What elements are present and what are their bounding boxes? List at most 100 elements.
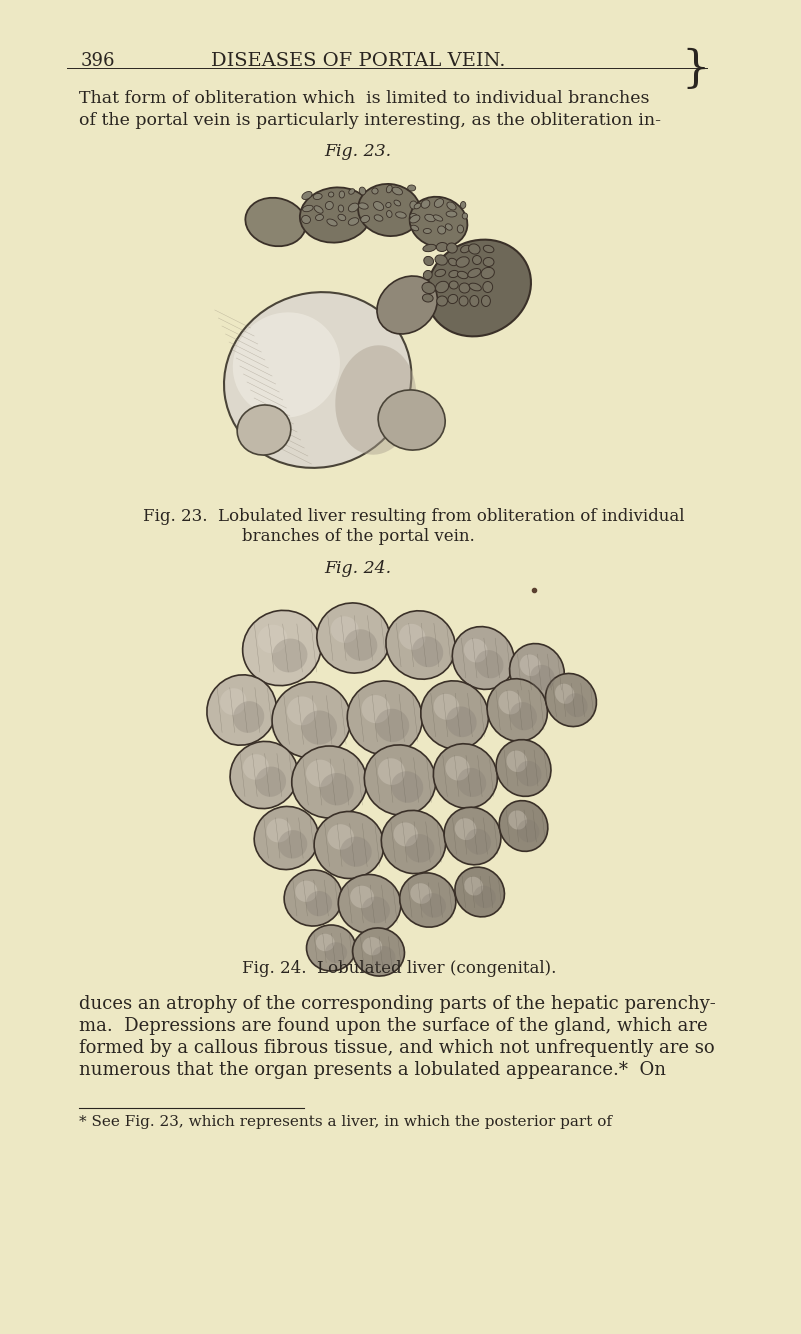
- Ellipse shape: [314, 811, 384, 879]
- Ellipse shape: [373, 201, 384, 211]
- Ellipse shape: [243, 754, 268, 780]
- Ellipse shape: [307, 924, 356, 971]
- Ellipse shape: [410, 201, 417, 209]
- Ellipse shape: [421, 200, 430, 208]
- Ellipse shape: [300, 187, 372, 243]
- Ellipse shape: [464, 639, 488, 663]
- Ellipse shape: [425, 215, 435, 221]
- Ellipse shape: [545, 674, 597, 727]
- Ellipse shape: [336, 346, 417, 455]
- Ellipse shape: [391, 771, 423, 803]
- Ellipse shape: [352, 928, 405, 976]
- Ellipse shape: [220, 688, 247, 715]
- Ellipse shape: [363, 936, 382, 955]
- Ellipse shape: [348, 217, 359, 225]
- Text: duces an atrophy of the corresponding parts of the hepatic parenchy-: duces an atrophy of the corresponding pa…: [78, 995, 715, 1013]
- Ellipse shape: [386, 203, 391, 208]
- Ellipse shape: [456, 256, 469, 267]
- Ellipse shape: [481, 296, 490, 307]
- Ellipse shape: [498, 691, 521, 715]
- Ellipse shape: [350, 886, 374, 908]
- Ellipse shape: [447, 243, 457, 253]
- Ellipse shape: [410, 883, 432, 904]
- Ellipse shape: [237, 406, 291, 455]
- Ellipse shape: [473, 886, 496, 908]
- Ellipse shape: [565, 694, 588, 718]
- Ellipse shape: [509, 810, 527, 830]
- Ellipse shape: [435, 255, 448, 265]
- Ellipse shape: [392, 187, 402, 195]
- Ellipse shape: [459, 283, 470, 293]
- Ellipse shape: [284, 870, 342, 926]
- Ellipse shape: [437, 243, 448, 252]
- Ellipse shape: [378, 390, 445, 450]
- Text: of the portal vein is particularly interesting, as the obliteration in-: of the portal vein is particularly inter…: [78, 112, 661, 129]
- Ellipse shape: [409, 215, 420, 223]
- Ellipse shape: [233, 312, 340, 418]
- Ellipse shape: [328, 192, 334, 197]
- Ellipse shape: [386, 611, 455, 679]
- Ellipse shape: [481, 267, 494, 279]
- Ellipse shape: [372, 946, 396, 967]
- Ellipse shape: [457, 225, 464, 233]
- Ellipse shape: [267, 819, 291, 843]
- Ellipse shape: [461, 201, 466, 208]
- Ellipse shape: [254, 807, 319, 870]
- Text: Fig. 24.  Lobulated liver (congenital).: Fig. 24. Lobulated liver (congenital).: [242, 960, 556, 976]
- Text: }: }: [682, 48, 710, 91]
- Ellipse shape: [483, 257, 494, 267]
- Ellipse shape: [338, 875, 400, 934]
- Ellipse shape: [381, 811, 445, 874]
- Ellipse shape: [409, 196, 468, 247]
- Ellipse shape: [433, 694, 459, 720]
- Ellipse shape: [448, 295, 457, 304]
- Ellipse shape: [331, 616, 359, 643]
- Text: ma.  Depressions are found upon the surface of the gland, which are: ma. Depressions are found upon the surfa…: [78, 1017, 707, 1035]
- Ellipse shape: [292, 746, 367, 818]
- Ellipse shape: [396, 212, 406, 219]
- Text: Fig. 24.: Fig. 24.: [324, 560, 392, 578]
- Ellipse shape: [287, 696, 317, 726]
- Ellipse shape: [455, 818, 477, 840]
- Ellipse shape: [325, 201, 333, 209]
- Ellipse shape: [445, 224, 453, 231]
- Ellipse shape: [465, 828, 491, 855]
- Ellipse shape: [434, 199, 444, 207]
- Ellipse shape: [422, 283, 435, 293]
- Ellipse shape: [436, 281, 449, 292]
- Ellipse shape: [258, 624, 288, 654]
- Ellipse shape: [509, 702, 537, 730]
- Ellipse shape: [302, 711, 337, 744]
- Ellipse shape: [470, 296, 479, 307]
- Ellipse shape: [374, 215, 383, 221]
- Ellipse shape: [302, 216, 311, 224]
- Text: Fig. 23.  Lobulated liver resulting from obliteration of individual: Fig. 23. Lobulated liver resulting from …: [143, 508, 685, 526]
- Ellipse shape: [509, 643, 565, 700]
- Ellipse shape: [245, 197, 306, 247]
- Ellipse shape: [408, 185, 416, 191]
- Ellipse shape: [411, 225, 419, 231]
- Ellipse shape: [449, 259, 457, 265]
- Text: DISEASES OF PORTAL VEIN.: DISEASES OF PORTAL VEIN.: [211, 52, 505, 69]
- Ellipse shape: [520, 655, 541, 676]
- Ellipse shape: [423, 228, 432, 233]
- Ellipse shape: [473, 256, 481, 264]
- Ellipse shape: [421, 894, 446, 918]
- Ellipse shape: [445, 756, 470, 780]
- Ellipse shape: [423, 244, 437, 252]
- Ellipse shape: [483, 245, 494, 252]
- Ellipse shape: [499, 800, 548, 851]
- Ellipse shape: [320, 772, 354, 806]
- Ellipse shape: [496, 739, 551, 796]
- Ellipse shape: [387, 211, 392, 217]
- Ellipse shape: [435, 269, 445, 276]
- Ellipse shape: [449, 281, 458, 289]
- Ellipse shape: [483, 281, 493, 292]
- Text: branches of the portal vein.: branches of the portal vein.: [242, 528, 474, 546]
- Ellipse shape: [339, 191, 344, 197]
- Ellipse shape: [224, 292, 412, 468]
- Text: numerous that the organ presents a lobulated appearance.*  On: numerous that the organ presents a lobul…: [78, 1061, 666, 1079]
- Ellipse shape: [530, 664, 555, 691]
- Ellipse shape: [399, 624, 425, 650]
- Ellipse shape: [457, 768, 486, 796]
